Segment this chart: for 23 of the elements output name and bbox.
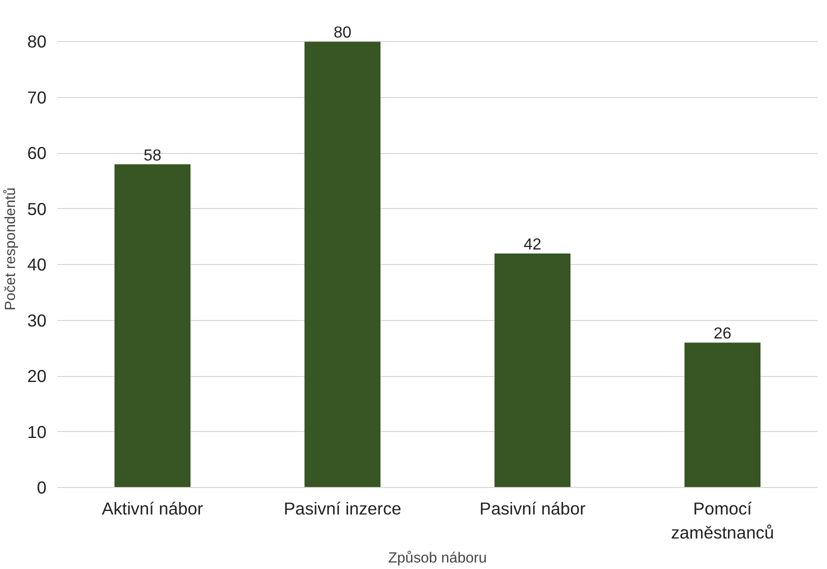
bar <box>684 342 760 488</box>
data-label: 80 <box>334 24 352 42</box>
bar <box>304 42 380 488</box>
y-tick-label: 70 <box>27 87 47 108</box>
x-tick-label: Aktivní nábor <box>102 498 204 518</box>
data-label: 26 <box>714 326 732 343</box>
y-axis-title: Počet respondentů <box>3 187 20 311</box>
y-tick-label: 40 <box>27 254 47 275</box>
y-tick-label: 60 <box>27 143 47 164</box>
y-tick-label: 20 <box>27 366 47 386</box>
bar <box>114 164 190 488</box>
y-tick-label: 80 <box>27 32 47 52</box>
x-axis-title: Způsob náboru <box>388 550 487 566</box>
y-tick-label: 50 <box>27 198 47 219</box>
data-label: 42 <box>524 236 542 254</box>
x-tick-label: Pomocí zaměstnanců <box>670 498 774 542</box>
y-tick-label: 10 <box>27 422 47 442</box>
bar <box>494 253 570 488</box>
x-tick-label: Pasivní inzerce <box>284 498 402 518</box>
x-tick-label: Pasivní nábor <box>480 498 586 518</box>
y-tick-label: 0 <box>36 478 47 498</box>
y-tick-label: 30 <box>27 310 47 330</box>
data-label: 58 <box>144 147 162 164</box>
